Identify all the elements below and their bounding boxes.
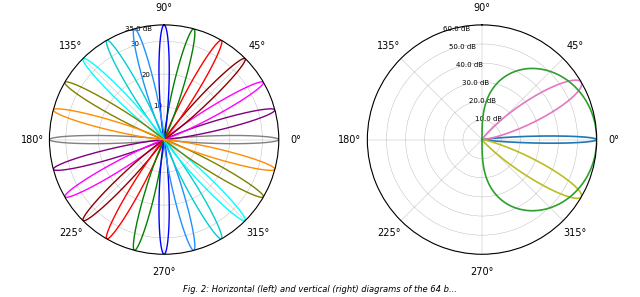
Text: Fig. 2: Horizontal (left) and vertical (right) diagrams of the 64 b...: Fig. 2: Horizontal (left) and vertical (… xyxy=(183,285,457,294)
